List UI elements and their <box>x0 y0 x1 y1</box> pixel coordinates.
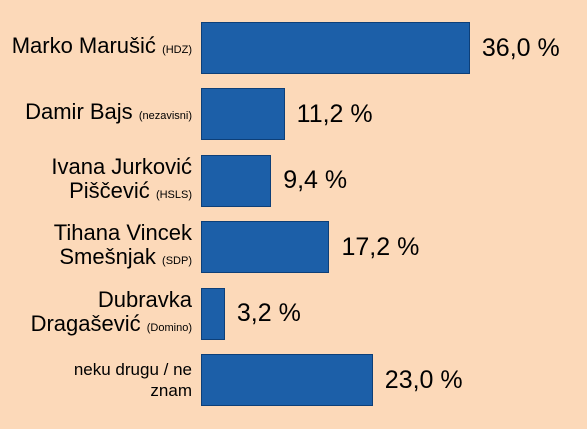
category-label: Ivana Jurković Piščević (HSLS) <box>4 153 192 207</box>
candidate-name: Tihana Vincek Smešnjak <box>53 220 192 270</box>
value-label: 11,2 % <box>296 99 373 128</box>
bar <box>201 221 330 274</box>
label-text: Ivana Jurković Piščević (HSLS) <box>4 153 192 207</box>
candidate-name: Marko Marušić <box>11 33 156 58</box>
label-text: Dubravka Dragašević (Domino) <box>4 286 192 340</box>
party-label: (Domino) <box>146 321 192 334</box>
bar <box>201 22 470 74</box>
value-label: 3,2 % <box>236 299 301 328</box>
label-text: Tihana Vincek Smešnjak (SDP) <box>4 221 192 273</box>
bar <box>201 354 373 406</box>
category-label: Dubravka Dragašević (Domino) <box>4 286 192 340</box>
party-label: (nezavisni) <box>138 110 192 123</box>
candidate-name: Ivana Jurković Piščević <box>51 153 192 203</box>
candidate-name: Dubravka Dragašević <box>30 286 192 336</box>
label-text: neku drugu / ne znam <box>42 359 192 401</box>
bar <box>201 88 285 141</box>
bar <box>201 154 272 207</box>
candidate-name: Damir Bajs <box>25 99 133 125</box>
category-label: Tihana Vincek Smešnjak (SDP) <box>4 221 192 273</box>
label-text: Damir Bajs (nezavisni) <box>25 100 192 128</box>
bar <box>201 287 225 340</box>
category-label: Damir Bajs (nezavisni) <box>4 88 192 140</box>
party-label: (SDP) <box>162 255 192 268</box>
value-label: 17,2 % <box>341 232 420 261</box>
party-label: (HSLS) <box>155 188 192 201</box>
value-label: 36,0 % <box>481 33 560 62</box>
value-label: 23,0 % <box>384 365 463 394</box>
category-label: Marko Marušić (HDZ) <box>4 22 192 74</box>
value-label: 9,4 % <box>283 166 348 195</box>
category-label: neku drugu / ne znam <box>42 354 192 406</box>
party-label: (HDZ) <box>162 44 192 56</box>
candidate-name: neku drugu / ne znam <box>73 360 192 400</box>
label-text: Marko Marušić (HDZ) <box>12 34 192 62</box>
